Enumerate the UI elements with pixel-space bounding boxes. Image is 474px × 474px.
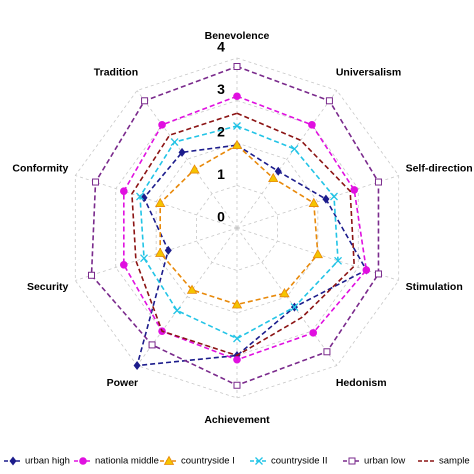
legend-marker bbox=[9, 456, 17, 466]
marker bbox=[186, 284, 198, 294]
spoke bbox=[236, 175, 399, 229]
marker bbox=[274, 166, 282, 176]
series bbox=[120, 92, 371, 364]
marker bbox=[350, 186, 359, 194]
marker bbox=[233, 334, 241, 343]
spoke bbox=[75, 227, 238, 281]
legend-item: urban high bbox=[4, 456, 70, 467]
legend-marker bbox=[163, 455, 175, 465]
legend-marker bbox=[348, 457, 356, 465]
axis-label: Universalism bbox=[336, 66, 401, 78]
marker bbox=[233, 381, 241, 389]
marker bbox=[87, 271, 95, 279]
r-tick-label: 0 bbox=[217, 209, 225, 225]
series bbox=[133, 140, 370, 371]
axis-label: Stimulation bbox=[406, 281, 463, 293]
marker bbox=[141, 97, 149, 105]
series-line bbox=[139, 125, 339, 340]
legend-label: urban high bbox=[25, 456, 70, 467]
grid-ring bbox=[115, 100, 359, 356]
marker bbox=[279, 288, 290, 298]
axis-label: Security bbox=[27, 281, 69, 293]
marker bbox=[308, 121, 316, 129]
series-line bbox=[159, 144, 319, 306]
marker bbox=[158, 121, 166, 129]
legend-label: sample bbox=[439, 456, 470, 467]
marker bbox=[231, 139, 243, 150]
marker bbox=[290, 144, 299, 153]
marker bbox=[136, 192, 144, 201]
legend-item: nationla middle bbox=[74, 456, 159, 467]
axis-label: Benevolence bbox=[205, 30, 270, 42]
marker bbox=[140, 193, 148, 203]
marker bbox=[323, 348, 331, 356]
marker bbox=[120, 187, 128, 196]
spoke bbox=[236, 90, 338, 229]
axis-label: Self-direction bbox=[406, 162, 473, 174]
marker bbox=[233, 92, 241, 101]
series bbox=[136, 122, 343, 343]
axis-label: Power bbox=[107, 377, 139, 389]
legend-label: urban low bbox=[364, 456, 405, 467]
marker bbox=[155, 197, 166, 207]
marker bbox=[233, 122, 241, 130]
r-tick-label: 1 bbox=[217, 166, 225, 182]
marker bbox=[164, 245, 172, 255]
r-tick-label: 3 bbox=[217, 81, 225, 97]
spoke bbox=[136, 90, 238, 229]
marker bbox=[155, 247, 166, 257]
marker bbox=[92, 178, 100, 186]
axis-label: Tradition bbox=[94, 66, 138, 78]
marker bbox=[334, 256, 343, 265]
r-tick-label: 4 bbox=[217, 39, 225, 55]
spoke bbox=[136, 227, 238, 366]
marker bbox=[233, 63, 241, 70]
marker bbox=[189, 164, 200, 174]
marker bbox=[290, 303, 299, 312]
marker bbox=[362, 266, 371, 274]
marker bbox=[322, 194, 330, 204]
grid-ring bbox=[74, 57, 400, 399]
marker bbox=[330, 192, 338, 201]
legend-item: countryside I bbox=[160, 456, 235, 467]
series bbox=[87, 63, 382, 389]
marker bbox=[374, 178, 382, 186]
marker bbox=[140, 254, 148, 263]
legend-label: countryside II bbox=[271, 456, 328, 467]
legend-item: countryside II bbox=[250, 456, 328, 467]
legend-label: nationla middle bbox=[95, 456, 159, 467]
grid-ring bbox=[196, 185, 278, 271]
axis-label: Achievement bbox=[204, 414, 270, 426]
marker bbox=[268, 172, 279, 183]
axis-label: Hedonism bbox=[336, 377, 387, 389]
spoke bbox=[75, 175, 238, 229]
marker bbox=[233, 355, 241, 364]
r-tick-label: 2 bbox=[217, 124, 225, 140]
marker bbox=[178, 147, 186, 157]
legend-label: countryside I bbox=[181, 456, 235, 467]
marker bbox=[173, 306, 182, 315]
legend-marker bbox=[255, 457, 263, 465]
marker bbox=[312, 248, 324, 259]
marker bbox=[148, 341, 156, 349]
series-line bbox=[136, 144, 368, 367]
marker bbox=[120, 260, 128, 269]
legend-item: sample bbox=[418, 456, 470, 467]
marker bbox=[170, 138, 179, 147]
series bbox=[131, 112, 356, 357]
legend-item: urban low bbox=[343, 456, 405, 467]
marker bbox=[325, 97, 333, 105]
axis-label: Conformity bbox=[12, 162, 68, 174]
marker bbox=[309, 329, 317, 337]
series bbox=[155, 139, 324, 309]
marker bbox=[231, 299, 243, 309]
marker bbox=[133, 361, 141, 371]
marker bbox=[374, 270, 382, 278]
legend-marker bbox=[79, 457, 87, 465]
marker bbox=[308, 197, 319, 207]
